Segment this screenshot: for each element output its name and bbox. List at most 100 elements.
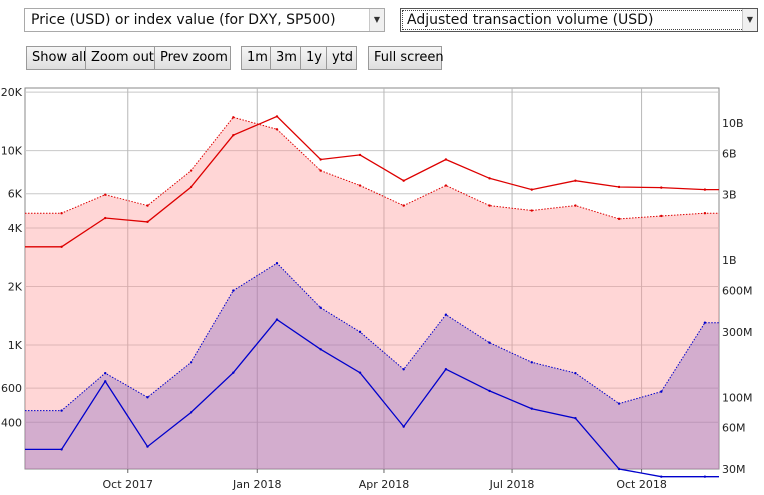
data-point [703,188,707,191]
data-point [319,348,322,351]
data-point [660,475,663,478]
data-point [275,128,279,131]
y2-tick-label: 30M [722,463,746,476]
data-point [358,371,362,374]
x-tick-label: Oct 2018 [616,478,667,491]
chevron-down-icon: ▼ [742,9,757,31]
data-point [488,204,491,207]
data-point [617,217,621,221]
data-point [146,445,149,448]
btc-adjusted-transaction-volume-usd-line [25,116,719,220]
full-screen-button[interactable]: Full screen [368,46,444,70]
data-point [104,193,107,196]
data-point [488,177,491,180]
volume-series-select-value: Adjusted transaction volume (USD) [407,12,654,28]
range-ytd-button[interactable]: ytd [326,46,357,70]
y-tick-label: 20K [1,86,23,99]
price-series-select-value: Price (USD) or index value (for DXY, SP5… [31,12,336,28]
data-point [617,402,621,405]
data-point [232,116,235,119]
range-1m-button[interactable]: 1m [241,46,271,70]
btc-price-usd-line [25,115,719,248]
zoom-out-button[interactable]: Zoom out [85,46,155,70]
data-point [60,245,63,248]
data-point [530,188,533,191]
data-point [660,390,663,393]
data-point [189,411,193,414]
plot-area [24,87,720,470]
data-point [60,409,63,412]
data-point [574,416,577,420]
data-point [574,204,577,207]
data-point [60,211,63,215]
y-tick-label: 10K [1,145,23,158]
data-point [703,475,707,478]
volume-series-select[interactable]: Adjusted transaction volume (USD) ▼ [400,8,758,32]
volume-fills [25,117,719,470]
data-point [402,368,405,371]
data-point [444,158,448,161]
eth-price-usd-line [25,318,719,478]
data-point [703,211,707,215]
data-point [402,425,405,428]
y-tick-label: 1K [8,339,23,352]
data-point [60,448,63,451]
data-point [275,262,279,265]
axis-labels: 20K 10K 6K 4K 2K 1K 600 400 10B 6B 3B 1B 600M 300M 100… [1,86,753,491]
data-point [530,407,533,410]
data-point [189,185,193,189]
data-point [530,209,533,212]
y2-tick-label: 300M [722,326,753,339]
x-tick-label: Jul 2018 [489,478,535,491]
data-point [660,186,663,189]
data-point [104,216,107,220]
data-point [617,185,621,189]
data-point [232,371,235,374]
grid [25,88,719,473]
data-point [358,330,362,334]
x-tick-label: Oct 2017 [103,478,154,491]
y2-tick-label: 3B [722,189,737,202]
data-point [232,289,235,292]
price-series-select[interactable]: Price (USD) or index value (for DXY, SP5… [24,8,385,32]
data-point [358,184,362,187]
y-tick-label: 2K [8,280,23,293]
y2-tick-label: 60M [722,422,746,435]
range-3m-button[interactable]: 3m [270,46,301,70]
data-point [189,169,193,172]
range-1y-button[interactable]: 1y [300,46,327,70]
data-point [617,467,621,471]
data-point [402,204,405,207]
data-point [574,371,577,375]
data-point [358,153,362,157]
y-tick-label: 4K [8,222,23,235]
data-point [104,371,107,375]
data-point [488,389,491,393]
chevron-down-icon: ▼ [369,9,384,31]
data-point [444,368,448,371]
y2-tick-label: 600M [722,285,753,298]
x-tick-label: Apr 2018 [359,478,410,491]
y2-tick-label: 1B [722,254,737,267]
data-point [703,321,707,324]
y2-tick-label: 100M [722,391,753,404]
data-point [146,220,149,224]
data-point [146,204,149,207]
series-lines [25,115,719,478]
y-tick-label: 6K [8,188,23,201]
data-point [488,341,491,344]
data-point [232,134,235,137]
data-point [444,313,448,316]
data-point [146,396,149,399]
y-tick-label: 600 [1,382,22,395]
data-point [275,318,279,321]
data-point [530,361,533,364]
prev-zoom-button[interactable]: Prev zoom [154,46,231,70]
data-point [275,115,279,118]
y2-tick-label: 10B [722,117,744,130]
y2-tick-label: 6B [722,147,737,160]
data-point [444,184,448,187]
data-point [319,306,322,309]
data-point [660,214,663,218]
